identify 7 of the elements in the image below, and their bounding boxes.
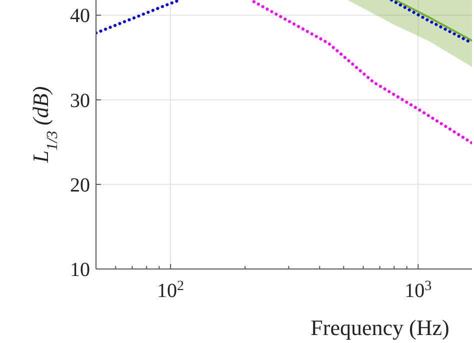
y-tick-label: 40 [70, 5, 90, 28]
x-tick-label: 10$^{2}$ [157, 278, 184, 302]
y-tick-label: 20 [70, 174, 90, 196]
x-axis-title: Frequency (Hz) [310, 315, 450, 340]
x-tick-label: 10$^{3}$ [404, 278, 432, 302]
y-tick-label: 10 [70, 259, 90, 281]
y-tick-label: 30 [70, 90, 90, 112]
